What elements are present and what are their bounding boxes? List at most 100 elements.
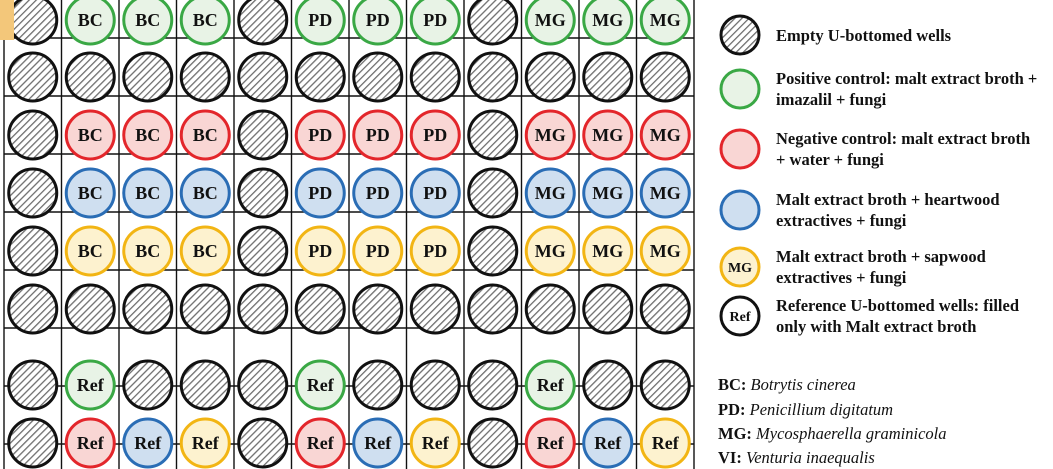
empty-well <box>467 225 519 277</box>
well-bc <box>179 167 231 219</box>
well-ref <box>352 417 404 469</box>
empty-well <box>352 283 404 335</box>
well-bc <box>122 0 174 46</box>
empty-well <box>294 51 346 103</box>
well-mg <box>639 109 691 161</box>
empty-well <box>64 51 116 103</box>
well-label: Ref <box>307 433 335 453</box>
empty-well <box>582 359 634 411</box>
blue-well-icon <box>719 189 761 231</box>
well-label: BC <box>193 241 218 261</box>
well-bc <box>64 109 116 161</box>
well-ref <box>582 417 634 469</box>
empty-well <box>582 283 634 335</box>
well-label: PD <box>423 183 447 203</box>
empty-well <box>237 225 289 277</box>
well-bc <box>64 225 116 277</box>
empty-well <box>7 109 59 161</box>
well-label: PD <box>423 241 447 261</box>
microplate-grid: BC BC BC PD PD PD MG MG MG BC BC BC PD PD PD MG MG MG BC BC… <box>3 0 695 469</box>
well-label: MG <box>592 183 623 203</box>
empty-well <box>7 167 59 219</box>
well-label: Ref <box>364 433 392 453</box>
well-mg <box>582 225 634 277</box>
abbr-mg-code: MG: <box>718 424 752 443</box>
well-pd <box>352 225 404 277</box>
well-bc <box>179 0 231 46</box>
empty-well <box>467 0 519 46</box>
well-ref <box>294 359 346 411</box>
legend: Empty U-bottomed wells Positive control:… <box>718 0 1053 469</box>
red-well-icon <box>719 128 761 170</box>
empty-well <box>352 359 404 411</box>
well-pd <box>294 225 346 277</box>
well-label: MG <box>650 183 681 203</box>
well-label: Ref <box>134 433 162 453</box>
empty-well <box>294 283 346 335</box>
well-label: PD <box>308 125 332 145</box>
empty-well <box>639 51 691 103</box>
well-label: PD <box>423 125 447 145</box>
well-mg <box>524 225 576 277</box>
well-label: BC <box>78 183 103 203</box>
empty-well <box>237 167 289 219</box>
well-ref <box>409 417 461 469</box>
empty-well <box>64 283 116 335</box>
well-pd <box>294 167 346 219</box>
empty-well <box>524 51 576 103</box>
empty-well <box>7 51 59 103</box>
hatched-well-icon <box>719 14 761 56</box>
well-label: MG <box>535 10 566 30</box>
empty-well <box>7 417 59 469</box>
empty-well <box>7 283 59 335</box>
well-label: Ref <box>537 433 565 453</box>
well-label: BC <box>78 241 103 261</box>
abbr-vi: VI: Venturia inaequalis <box>718 448 875 468</box>
empty-well <box>582 51 634 103</box>
empty-well <box>179 283 231 335</box>
well-label: MG <box>592 125 623 145</box>
empty-well <box>237 417 289 469</box>
empty-well <box>7 0 59 46</box>
empty-well <box>467 109 519 161</box>
well-ref <box>64 359 116 411</box>
empty-well <box>639 359 691 411</box>
legend-text-reference: Reference U-bottomed wells: filled only … <box>776 296 1019 336</box>
well-pd <box>409 225 461 277</box>
green-well-icon <box>719 68 761 110</box>
legend-item-sapwood: MG Malt extract broth + sapwood extracti… <box>718 245 1038 289</box>
empty-well <box>467 283 519 335</box>
empty-well <box>467 51 519 103</box>
well-label: Ref <box>652 433 680 453</box>
well-pd <box>352 0 404 46</box>
well-label: Ref <box>77 375 105 395</box>
well-label: BC <box>135 10 160 30</box>
abbr-pd-code: PD: <box>718 400 746 419</box>
well-label: MG <box>650 10 681 30</box>
well-mg <box>582 109 634 161</box>
well-pd <box>294 109 346 161</box>
abbr-pd-name: Penicillium digitatum <box>749 400 894 419</box>
well-label: BC <box>78 125 103 145</box>
abbr-bc-code: BC: <box>718 375 747 394</box>
well-label: Ref <box>192 433 220 453</box>
abbr-vi-name: Venturia inaequalis <box>745 448 875 467</box>
legend-text-empty: Empty U-bottomed wells <box>776 25 952 45</box>
empty-well <box>237 51 289 103</box>
well-label: BC <box>135 125 160 145</box>
legend-item-reference: Ref Reference U-bottomed wells: filled o… <box>718 294 1038 338</box>
well-label: MG <box>592 241 623 261</box>
well-label: BC <box>193 183 218 203</box>
legend-item-empty: Empty U-bottomed wells <box>718 13 1038 57</box>
well-mg <box>524 0 576 46</box>
well-mg <box>524 109 576 161</box>
well-mg <box>639 225 691 277</box>
corner-tab <box>0 0 14 40</box>
well-label: MG <box>592 10 623 30</box>
empty-well <box>237 283 289 335</box>
yellow-well-icon: MG <box>719 246 761 288</box>
well-label: Ref <box>77 433 105 453</box>
empty-well <box>524 283 576 335</box>
well-label: PD <box>308 241 332 261</box>
well-label: BC <box>193 10 218 30</box>
